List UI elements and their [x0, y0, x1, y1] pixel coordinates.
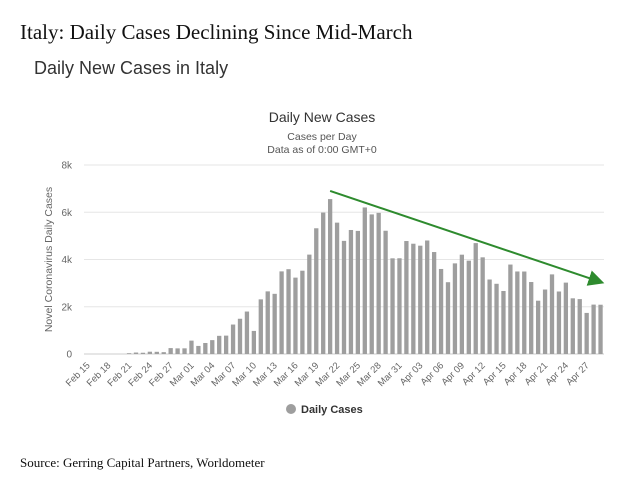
bar [390, 258, 395, 354]
bar [300, 270, 305, 354]
bar [154, 351, 159, 354]
y-axis-title: Novel Coronavirus Daily Cases [43, 187, 55, 332]
bar [203, 342, 208, 354]
bar [515, 271, 520, 354]
trend-arrow [329, 190, 605, 286]
bar [210, 340, 215, 354]
bar [473, 243, 478, 354]
bar [438, 268, 444, 354]
bar [501, 290, 506, 354]
bar [570, 298, 575, 354]
bar [598, 304, 603, 354]
bar [175, 348, 180, 354]
bar [140, 352, 146, 354]
bar [217, 335, 222, 354]
bar [348, 229, 354, 354]
bar [397, 258, 402, 354]
bar [182, 348, 187, 354]
bar [355, 230, 361, 354]
bar [244, 311, 250, 354]
bar [404, 241, 409, 354]
bar [591, 304, 596, 354]
bar [431, 252, 437, 354]
bar [425, 240, 430, 354]
bar [334, 222, 340, 354]
legend-marker [286, 404, 296, 414]
bar [376, 212, 381, 354]
source-note: Source: Gerring Capital Partners, Worldo… [20, 455, 265, 470]
bar [522, 271, 527, 354]
subheadline: Daily New Cases in Italy [34, 58, 229, 78]
bar [466, 260, 471, 354]
bar [480, 257, 485, 354]
bar [321, 212, 326, 354]
x-tick-label: Apr 27 [564, 360, 592, 388]
bar [279, 271, 284, 354]
bar [452, 263, 458, 354]
bar [411, 243, 416, 354]
bar [272, 293, 277, 354]
bar [307, 254, 312, 354]
bar [535, 300, 541, 354]
bar [487, 279, 492, 354]
y-tick-label: 2k [61, 302, 73, 313]
chart-title: Daily New Cases [269, 109, 376, 125]
bar [126, 353, 132, 354]
y-tick-label: 6k [61, 208, 73, 219]
bar [341, 240, 347, 354]
chart-subtitle: Data as of 0:00 GMT+0 [267, 144, 377, 156]
headline: Italy: Daily Cases Declining Since Mid-M… [20, 20, 413, 44]
bar [223, 335, 229, 354]
bar [577, 299, 582, 354]
bar [459, 254, 465, 354]
chart-subtitle: Cases per Day [287, 131, 357, 143]
bar [529, 282, 534, 354]
bar [508, 264, 513, 354]
bar [258, 299, 263, 354]
bar [237, 318, 243, 354]
bar [161, 352, 166, 354]
y-tick-label: 0 [66, 350, 72, 361]
bar [369, 214, 374, 354]
bar [168, 348, 173, 354]
bar [230, 324, 236, 354]
bar [418, 245, 423, 354]
bar [293, 277, 298, 354]
bar [251, 330, 257, 354]
bar [133, 352, 139, 354]
bar [494, 283, 499, 354]
bar [314, 228, 319, 354]
legend-label: Daily Cases [301, 404, 363, 416]
bar [327, 199, 333, 354]
bar [196, 345, 201, 354]
bar [383, 230, 388, 354]
bar [286, 269, 291, 354]
y-tick-label: 8k [61, 161, 73, 172]
bar [147, 351, 153, 354]
bar [584, 312, 589, 354]
bar [563, 282, 569, 354]
bar [445, 282, 451, 354]
bar [542, 289, 548, 354]
bar [189, 340, 194, 354]
y-tick-label: 4k [61, 255, 73, 266]
bar [265, 291, 270, 354]
bar [362, 207, 367, 354]
bar [556, 291, 562, 354]
bar [549, 274, 555, 354]
